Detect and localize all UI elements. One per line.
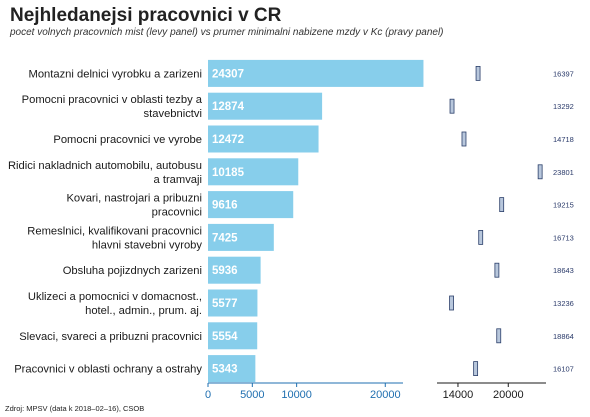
bar bbox=[208, 59, 424, 87]
category-label: Pomocni pracovnici ve vyrobe bbox=[53, 134, 202, 146]
category-label-line: Pomocni pracovnici v oblasti tezby a bbox=[22, 94, 203, 106]
bar-value-label: 5343 bbox=[212, 364, 238, 376]
bar-value-label: 7425 bbox=[212, 232, 238, 244]
bar-value-label: 12472 bbox=[212, 134, 244, 146]
category-label-line: pracovnici bbox=[152, 207, 202, 219]
wage-value-label: 18643 bbox=[553, 266, 574, 275]
left-tick-label: 10000 bbox=[281, 389, 312, 401]
category-label-line: a tramvaji bbox=[154, 174, 203, 186]
bar-value-label: 5577 bbox=[212, 298, 238, 310]
category-label: Kovari, nastrojari a pribuzni pracovnici bbox=[66, 193, 202, 219]
category-label-line: Remeslnici, kvalifikovani pracovnici bbox=[27, 225, 202, 237]
wage-marker bbox=[461, 131, 467, 147]
bar bbox=[208, 191, 294, 219]
left-tick-label: 5000 bbox=[240, 389, 264, 401]
right-panel-wage-chart: 16397 13292 14718 23801 19215 16713 18643 13236… bbox=[437, 66, 574, 401]
wage-value-label: 18864 bbox=[553, 332, 574, 341]
wage-marker bbox=[449, 295, 454, 311]
wage-marker bbox=[478, 229, 484, 245]
category-label-line: stavebnictvi bbox=[144, 108, 202, 120]
bar-value-label: 10185 bbox=[212, 167, 245, 179]
bar bbox=[208, 92, 323, 120]
bar bbox=[208, 158, 299, 186]
right-tick-label: 14000 bbox=[443, 389, 474, 401]
bar bbox=[208, 223, 274, 251]
bar-value-label: 12874 bbox=[212, 101, 245, 113]
category-label-line: Pomocni pracovnici ve vyrobe bbox=[53, 134, 202, 146]
bar-value-label: 24307 bbox=[212, 68, 244, 80]
bar-value-label: 5936 bbox=[212, 265, 238, 277]
bar bbox=[208, 322, 258, 350]
category-label-line: Kovari, nastrojari a pribuzni bbox=[66, 193, 202, 205]
category-label-line: Slevaci, svareci a pribuzni pracovnici bbox=[19, 331, 202, 343]
right-tick-label: 20000 bbox=[493, 389, 524, 401]
wage-value-label: 13236 bbox=[553, 299, 574, 308]
category-label: Obsluha pojizdnych zarizeni bbox=[63, 265, 202, 277]
wage-value-label: 14718 bbox=[553, 135, 574, 144]
wage-value-label: 13292 bbox=[553, 102, 574, 111]
category-label-line: hotel., admin., prum. aj. bbox=[85, 305, 202, 317]
wage-value-label: 23801 bbox=[553, 168, 574, 177]
wage-marker bbox=[494, 262, 500, 278]
category-label-line: Pracovnici v oblasti ochrany a ostrahy bbox=[14, 364, 202, 376]
left-tick-label: 20000 bbox=[370, 389, 401, 401]
wage-marker bbox=[496, 328, 502, 344]
bar-value-label: 9616 bbox=[212, 200, 238, 212]
chart-subtitle: pocet volnych pracovnich mist (levy pane… bbox=[10, 27, 444, 38]
wage-value-label: 16107 bbox=[553, 365, 574, 374]
chart-title: Nejhledanejsi pracovnici v CR bbox=[10, 5, 282, 26]
category-label: Ridici nakladnich automobilu, autobusu a … bbox=[8, 160, 202, 186]
bar bbox=[208, 256, 261, 284]
category-label: Montazni delnici vyrobku a zarizeni bbox=[29, 68, 203, 80]
category-label-line: Uklizeci a pomocnici v domacnost., bbox=[28, 291, 202, 303]
category-label: Pomocni pracovnici v oblasti tezby a stav… bbox=[22, 94, 203, 120]
bar-value-label: 5554 bbox=[212, 331, 238, 343]
left-tick-label: 0 bbox=[205, 389, 211, 401]
category-label: Pracovnici v oblasti ochrany a ostrahy bbox=[14, 364, 202, 376]
wage-value-label: 19215 bbox=[553, 201, 574, 210]
category-label-line: hlavni stavebni vyroby bbox=[92, 239, 202, 251]
category-label: Slevaci, svareci a pribuzni pracovnici bbox=[19, 331, 202, 343]
wage-marker bbox=[473, 361, 479, 377]
category-label-line: Obsluha pojizdnych zarizeni bbox=[63, 265, 202, 277]
left-panel-bar-chart: Montazni delnici vyrobku a zarizeni 24307… bbox=[8, 59, 424, 401]
wage-value-label: 16713 bbox=[553, 233, 574, 242]
wage-marker bbox=[499, 197, 505, 213]
wage-marker bbox=[475, 66, 481, 81]
category-label-line: Montazni delnici vyrobku a zarizeni bbox=[29, 68, 203, 80]
category-label: Uklizeci a pomocnici v domacnost., hotel.… bbox=[28, 291, 202, 317]
source-note: Zdroj: MPSV (data k 2018–02–16), CSOB bbox=[5, 404, 145, 413]
bar bbox=[208, 125, 319, 153]
category-label: Remeslnici, kvalifikovani pracovnici hlav… bbox=[27, 225, 202, 251]
wage-value-label: 16397 bbox=[553, 69, 574, 78]
wage-marker bbox=[537, 164, 543, 180]
wage-marker bbox=[449, 98, 455, 114]
category-label-line: Ridici nakladnich automobilu, autobusu bbox=[8, 160, 202, 172]
bar bbox=[208, 355, 256, 383]
bar bbox=[208, 289, 258, 317]
